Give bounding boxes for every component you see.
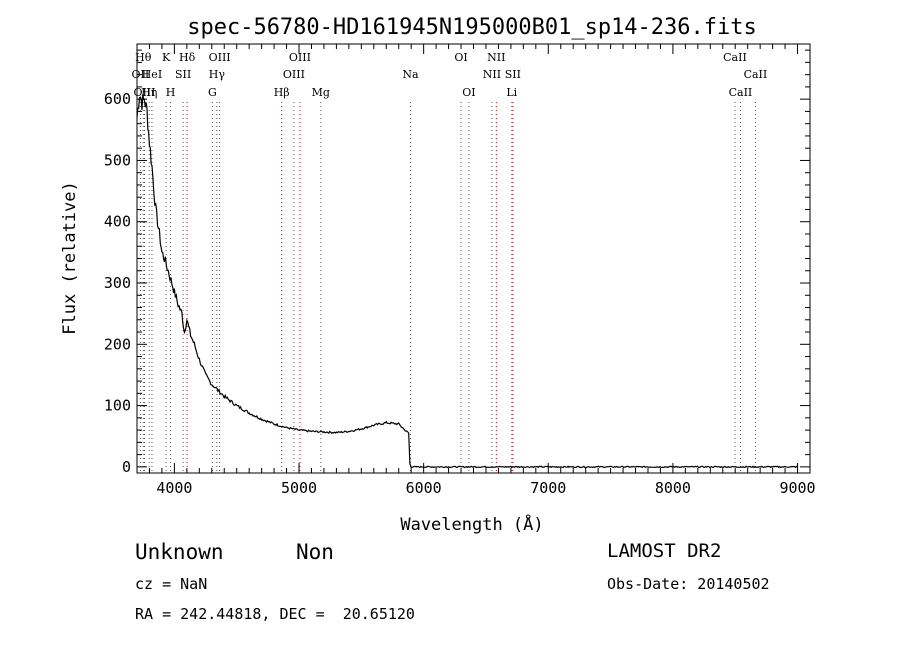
line-mark-label: G: [208, 86, 217, 99]
line-mark-label: HeI: [142, 68, 162, 81]
line-mark-label: Hθ: [135, 51, 152, 64]
line-mark-label: OI: [462, 86, 475, 99]
x-tick-label: 9000: [779, 479, 815, 497]
spectrum-line: [136, 94, 798, 469]
y-tick-label: 100: [104, 397, 131, 415]
line-mark-label: Hδ: [179, 51, 196, 64]
coordinates-ra-dec: RA = 242.44818, DEC = 20.65120: [135, 605, 415, 623]
chart-title: spec-56780-HD161945N195000B01_sp14-236.f…: [187, 15, 757, 40]
line-mark-label: Hγ: [209, 68, 226, 81]
line-mark-label: OIII: [209, 51, 231, 64]
observation-date: Obs-Date: 20140502: [607, 575, 770, 593]
line-mark-label: OIII: [133, 86, 155, 99]
line-mark-label: OI: [454, 51, 467, 64]
y-tick-label: 300: [104, 274, 131, 292]
y-tick-label: 500: [104, 151, 131, 169]
line-mark-label: OIII: [283, 68, 305, 81]
ticks-layer: 4000 5000 6000 7000 8000 9000 0 100 200 300 400 500…: [104, 44, 816, 497]
y-tick-label: 600: [104, 90, 131, 108]
line-mark-label: Hη: [141, 86, 157, 99]
line-mark-label: Li: [506, 86, 517, 99]
line-mark-label: Na: [402, 68, 419, 81]
line-mark-label: CaII: [744, 68, 768, 81]
line-mark-label: H: [166, 86, 176, 99]
redshift-cz: cz = NaN: [135, 575, 208, 593]
spectral-subclass: Non: [296, 540, 334, 564]
y-tick-label: 0: [122, 458, 131, 476]
y-tick-label: 200: [104, 335, 131, 353]
spectrum-plot: spec-56780-HD161945N195000B01_sp14-236.f…: [60, 15, 816, 535]
x-tick-label: 7000: [530, 479, 566, 497]
survey-name: LAMOST DR2: [607, 540, 722, 562]
x-tick-label: 4000: [156, 479, 192, 497]
x-tick-label: 8000: [655, 479, 691, 497]
line-mark-label: OIII: [289, 51, 311, 64]
line-mark-label: K: [162, 51, 171, 64]
line-mark-label: SII: [505, 68, 521, 81]
x-tick-label: 5000: [281, 479, 317, 497]
line-mark-label: NII: [483, 68, 501, 81]
x-axis-label: Wavelength (Å): [400, 513, 543, 535]
line-mark-label: Mg: [312, 86, 330, 99]
line-mark-label: CaII: [723, 51, 747, 64]
y-axis-label: Flux (relative): [60, 181, 80, 335]
line-mark-label: SII: [175, 68, 191, 81]
spectral-class: Unknown: [135, 540, 224, 564]
line-mark-label: NII: [487, 51, 505, 64]
x-tick-label: 6000: [406, 479, 442, 497]
y-tick-label: 400: [104, 213, 131, 231]
line-mark-label: Hβ: [274, 86, 290, 99]
line-mark-label: CaII: [729, 86, 753, 99]
plot-frame: [136, 43, 811, 474]
